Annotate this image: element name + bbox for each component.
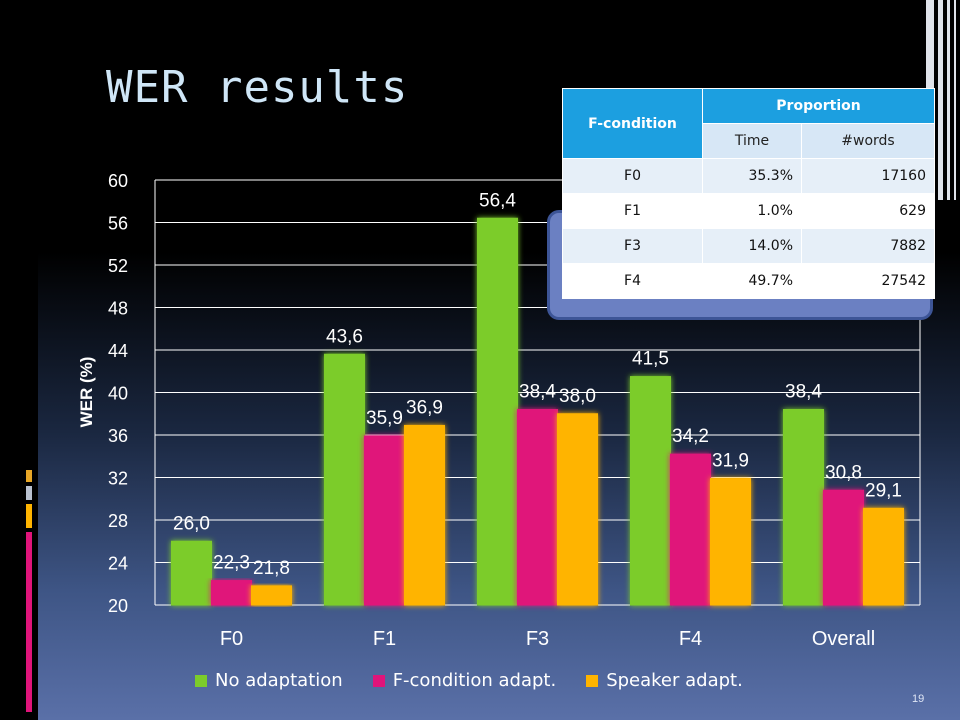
cell-time: 35.3% (702, 158, 802, 194)
cell-condition: F4 (562, 263, 703, 299)
y-axis-label: WER (%) (77, 357, 96, 428)
y-tick-label: 52 (108, 256, 128, 276)
x-tick-label: F3 (526, 628, 549, 650)
bar (364, 435, 405, 606)
subheader-words: #words (801, 123, 935, 159)
y-tick-label: 56 (108, 214, 128, 234)
y-tick-label: 24 (108, 554, 128, 574)
bar (823, 489, 864, 606)
cell-condition: F0 (562, 158, 703, 194)
page-number: 19 (912, 693, 925, 705)
y-tick-label: 48 (108, 299, 128, 319)
cell-words: 7882 (801, 228, 935, 264)
header-proportion: Proportion (702, 88, 935, 124)
cell-condition: F3 (562, 228, 703, 264)
data-label: 22,3 (213, 553, 250, 574)
table-row: F1 1.0% 629 (562, 193, 935, 229)
bar (211, 580, 252, 606)
y-tick-label: 36 (108, 426, 128, 446)
bar (404, 424, 445, 606)
x-tick-label: F4 (679, 628, 702, 650)
bar (517, 409, 558, 606)
data-label: 38,0 (559, 386, 596, 407)
bar (477, 217, 518, 606)
cell-time: 1.0% (702, 193, 802, 229)
x-tick-label: F1 (373, 628, 396, 650)
cell-words: 629 (801, 193, 935, 229)
legend-swatch (586, 674, 599, 687)
data-label: 41,5 (632, 349, 669, 370)
bar (670, 453, 711, 606)
data-label: 21,8 (253, 558, 290, 579)
legend-swatch (195, 674, 207, 687)
cell-time: 14.0% (702, 228, 802, 264)
data-label: 35,9 (366, 408, 403, 429)
data-label: 38,4 (785, 382, 822, 403)
bar (863, 507, 904, 606)
cell-condition: F1 (562, 193, 703, 229)
legend-label: No adaptation (215, 670, 343, 691)
bar (324, 353, 365, 606)
y-tick-label: 32 (108, 469, 128, 489)
data-label: 34,2 (672, 426, 709, 447)
data-label: 26,0 (173, 513, 210, 534)
chart-legend: No adaptation F-condition adapt. Speaker… (195, 670, 743, 691)
data-label: 36,9 (406, 397, 443, 418)
y-tick-label: 44 (108, 341, 128, 361)
bar (251, 585, 292, 606)
cell-words: 17160 (801, 158, 935, 194)
bar (557, 413, 598, 606)
bar (630, 376, 671, 606)
legend-label: Speaker adapt. (606, 670, 743, 691)
header-f-condition: F-condition (562, 88, 703, 159)
x-tick-label: F0 (220, 628, 243, 650)
subheader-time: Time (702, 123, 802, 159)
y-tick-label: 28 (108, 511, 128, 531)
x-tick-label: Overall (812, 628, 875, 650)
slide-title: WER results (106, 62, 409, 113)
table-row: F0 35.3% 17160 (562, 158, 935, 194)
y-tick-label: 40 (108, 384, 128, 404)
bar (171, 540, 212, 606)
data-label: 31,9 (712, 451, 749, 472)
legend-item-f-condition-adapt: F-condition adapt. (372, 670, 557, 691)
y-tick-label: 60 (108, 171, 128, 191)
legend-item-no-adaptation: No adaptation (195, 670, 343, 691)
data-label: 30,8 (825, 462, 862, 483)
data-label: 29,1 (865, 480, 902, 501)
y-tick-label: 20 (108, 596, 128, 616)
data-label: 43,6 (326, 326, 363, 347)
legend-item-speaker-adapt: Speaker adapt. (586, 670, 743, 691)
cell-words: 27542 (801, 263, 935, 299)
data-label: 38,4 (519, 382, 556, 403)
data-label: 56,4 (479, 190, 516, 211)
table-row: F4 49.7% 27542 (562, 263, 935, 299)
legend-label: F-condition adapt. (392, 670, 557, 691)
table-row: F3 14.0% 7882 (562, 228, 935, 264)
legend-swatch (372, 674, 385, 687)
cell-time: 49.7% (702, 263, 802, 299)
side-decoration-left (26, 470, 34, 712)
bar (710, 478, 751, 606)
proportion-table: F-condition Proportion Time #words F0 35… (562, 88, 935, 299)
bar (783, 409, 824, 606)
